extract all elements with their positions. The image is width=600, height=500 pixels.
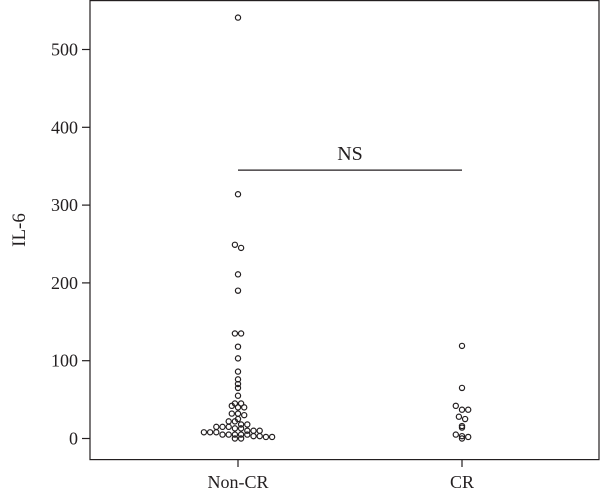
data-point: [458, 406, 466, 413]
data-point: [250, 432, 257, 440]
y-axis: 0 100 200 300 400 500: [51, 40, 90, 449]
data-point: [458, 435, 466, 442]
y-tick-label: 400: [51, 117, 78, 137]
data-point: [213, 429, 220, 436]
data-point: [465, 433, 472, 441]
data-point: [234, 410, 242, 417]
data-point: [244, 421, 251, 428]
data-point: [237, 400, 245, 407]
data-point: [234, 287, 242, 294]
data-point: [231, 425, 239, 432]
data-point: [461, 415, 469, 423]
data-point: [452, 402, 459, 410]
data-point: [237, 425, 245, 432]
data-point: [458, 342, 466, 350]
data-point: [262, 433, 270, 441]
significance-label: NS: [337, 143, 363, 165]
data-point: [237, 244, 245, 252]
data-point: [200, 429, 208, 436]
data-point: [244, 431, 251, 438]
data-point: [234, 404, 242, 411]
plot-frame: [89, 0, 600, 461]
x-axis: Non-CR CR: [207, 459, 474, 492]
data-point: [458, 424, 466, 431]
data-point: [225, 418, 232, 425]
data-point: [225, 431, 232, 438]
y-axis-label: IL-6: [9, 213, 30, 247]
x-tick-label: Non-CR: [207, 472, 268, 492]
data-point: [228, 402, 235, 410]
data-point: [237, 435, 245, 442]
data-point: [213, 423, 220, 431]
x-tick-label: CR: [450, 472, 474, 492]
data-point: [237, 431, 245, 438]
data-point: [231, 435, 239, 442]
data-point: [458, 384, 466, 392]
data-point: [455, 413, 463, 420]
data-point: [458, 432, 466, 440]
data-point: [231, 330, 239, 337]
data-point: [256, 432, 263, 440]
data-point: [237, 330, 245, 337]
data-point: [231, 418, 239, 425]
data-point: [234, 355, 242, 362]
data-point: [234, 343, 242, 350]
data-point: [231, 431, 239, 438]
data-point: [219, 423, 226, 431]
y-tick-label: 0: [69, 429, 78, 449]
data-point: [240, 411, 248, 419]
data-point: [225, 423, 232, 431]
data-point: [219, 431, 226, 438]
data-point: [234, 380, 242, 388]
y-tick-label: 200: [51, 273, 78, 293]
data-point: [250, 427, 257, 434]
data-point: [206, 429, 214, 436]
data-point: [231, 241, 239, 248]
data-point: [234, 384, 242, 392]
data-point: [228, 410, 235, 417]
data-point: [234, 14, 242, 21]
data-points: [200, 14, 472, 442]
y-tick-label: 100: [51, 351, 78, 371]
data-point: [244, 427, 251, 434]
y-tick-label: 500: [51, 40, 78, 60]
y-tick-label: 300: [51, 195, 78, 215]
data-point: [268, 433, 276, 441]
data-point: [256, 427, 263, 434]
data-point: [465, 406, 472, 413]
significance-annotation: NS: [238, 143, 462, 171]
data-point: [234, 191, 242, 198]
data-point: [240, 404, 248, 411]
data-point: [452, 431, 459, 438]
data-point: [234, 368, 242, 375]
data-point: [234, 392, 242, 399]
data-point: [237, 421, 245, 428]
data-point: [234, 271, 242, 278]
